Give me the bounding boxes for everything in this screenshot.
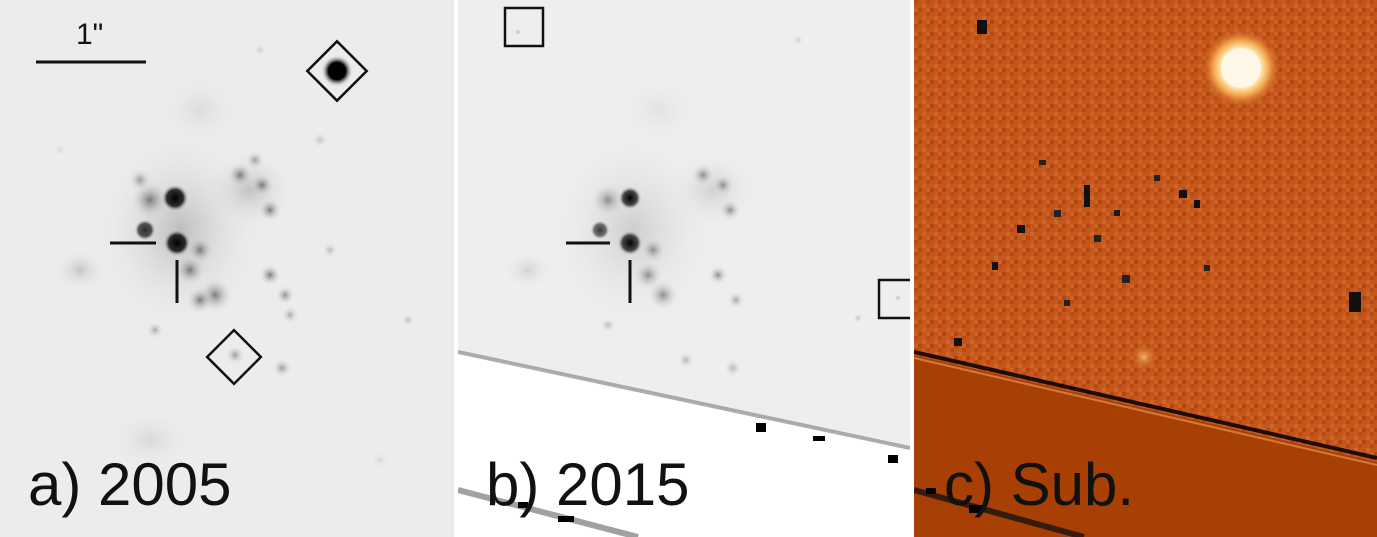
panel-a-label: a) 2005 xyxy=(28,451,232,518)
panel-a-diamond-marker-top xyxy=(305,39,369,103)
panel-b-2015-image: b) 2015 xyxy=(458,0,910,537)
panel-a-image-canvas xyxy=(0,0,454,537)
panel-a-diamond-marker-bottom xyxy=(205,328,263,386)
panel-c-masked-region xyxy=(914,355,1377,537)
panel-b-label: b) 2015 xyxy=(486,451,690,518)
panel-b-square-marker-top xyxy=(503,6,545,48)
panel-b-masked-region xyxy=(458,352,910,537)
scale-bar-label: 1" xyxy=(76,18,104,51)
panel-a-2005-image: 1" a) 2005 xyxy=(0,0,454,537)
panel-c-image-canvas xyxy=(914,0,1377,537)
panel-b-image-canvas xyxy=(458,0,910,537)
panel-b-square-marker-right xyxy=(877,278,910,320)
panel-a-star xyxy=(161,184,189,212)
panel-c-subtraction-image: c) Sub. xyxy=(914,0,1377,537)
panel-c-label: c) Sub. xyxy=(944,451,1135,518)
